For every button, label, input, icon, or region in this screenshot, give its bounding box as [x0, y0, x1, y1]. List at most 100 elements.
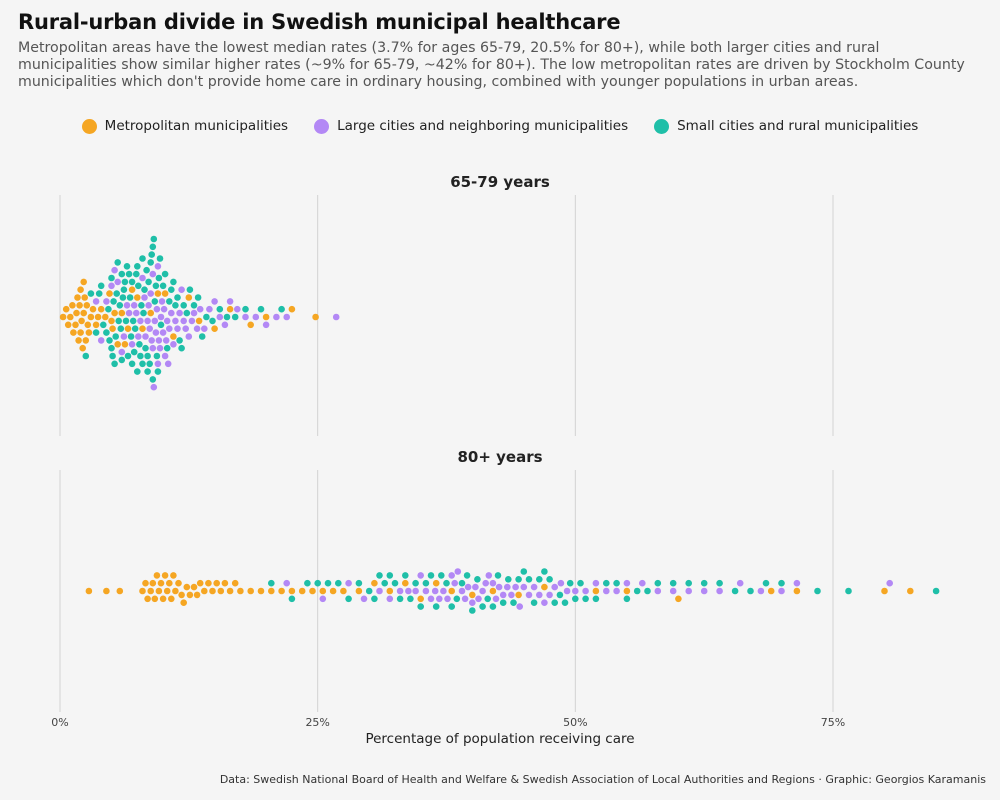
dot-large-cities: [793, 579, 801, 587]
dot-large-cities: [451, 579, 459, 587]
dot-large-cities: [142, 333, 149, 340]
dot-small-cities-rural: [510, 599, 517, 606]
dot-small-cities-rural: [121, 278, 129, 286]
dot-small-cities-rural: [463, 572, 471, 579]
dot-small-cities-rural: [530, 599, 538, 606]
dot-large-cities: [196, 305, 204, 313]
dot-large-cities: [495, 583, 503, 591]
dot-small-cities-rural: [150, 235, 158, 243]
dot-small-cities-rural: [613, 579, 620, 587]
dot-metropolitan: [76, 302, 83, 309]
dot-small-cities-rural: [582, 595, 589, 603]
dot-large-cities: [685, 587, 692, 595]
dot-small-cities-rural: [402, 572, 409, 579]
dot-metropolitan: [144, 595, 151, 603]
dot-small-cities-rural: [541, 568, 548, 575]
dot-metropolitan: [79, 344, 86, 352]
dot-small-cities-rural: [223, 313, 231, 321]
dot-small-cities-rural: [152, 282, 160, 290]
dot-small-cities-rural: [443, 579, 450, 587]
dot-metropolitan: [623, 587, 631, 595]
dot-large-cities: [479, 587, 486, 595]
dot-small-cities-rural: [118, 270, 126, 278]
legend-label-small-cities-rural: Small cities and rural municipalities: [677, 118, 919, 134]
dot-metropolitan: [73, 309, 80, 317]
dot-large-cities: [345, 579, 352, 587]
dot-metropolitan: [78, 317, 85, 325]
dot-large-cities: [114, 278, 121, 286]
dot-large-cities: [190, 309, 198, 317]
dot-small-cities-rural: [194, 294, 202, 301]
dot-small-cities-rural: [845, 587, 852, 595]
dot-metropolitan: [67, 313, 74, 321]
dot-metropolitan: [84, 321, 92, 329]
dot-large-cities: [161, 352, 169, 360]
dot-small-cities-rural: [172, 302, 179, 309]
x-tick-label: 0%: [51, 716, 68, 729]
dot-metropolitan: [193, 591, 201, 599]
dot-small-cities-rural: [365, 587, 373, 595]
dot-small-cities-rural: [654, 579, 662, 587]
x-tick-label: 50%: [563, 716, 587, 729]
dot-metropolitan: [149, 579, 157, 587]
dot-small-cities-rural: [109, 352, 116, 360]
dot-small-cities-rural: [324, 579, 332, 587]
dot-large-cities: [144, 317, 151, 325]
dot-small-cities-rural: [137, 352, 144, 360]
dot-large-cities: [180, 317, 187, 325]
dot-small-cities-rural: [520, 568, 528, 575]
dot-large-cities: [170, 341, 177, 348]
dot-small-cities-rural: [644, 587, 651, 595]
dot-metropolitan: [159, 595, 167, 603]
dot-large-cities: [226, 298, 234, 305]
dot-small-cities-rural: [138, 302, 145, 309]
dot-small-cities-rural: [494, 572, 502, 579]
dot-large-cities: [541, 599, 548, 606]
dot-metropolitan: [172, 587, 179, 595]
dot-large-cities: [551, 583, 558, 591]
dot-small-cities-rural: [145, 278, 152, 286]
dot-metropolitan: [77, 329, 84, 336]
dot-large-cities: [417, 572, 425, 579]
dot-small-cities-rural: [100, 321, 107, 329]
dot-large-cities: [178, 286, 185, 294]
dot-small-cities-rural: [170, 278, 177, 286]
dot-large-cities: [508, 591, 515, 599]
dot-large-cities: [157, 313, 165, 321]
dot-large-cities: [252, 313, 260, 321]
dot-small-cities-rural: [422, 579, 430, 587]
dot-small-cities-rural: [731, 587, 739, 595]
dot-large-cities: [436, 595, 443, 603]
dot-metropolitan: [185, 294, 193, 301]
dot-large-cities: [158, 298, 166, 305]
dot-small-cities-rural: [551, 599, 558, 606]
dot-large-cities: [448, 572, 456, 579]
dot-large-cities: [216, 313, 224, 321]
dot-small-cities-rural: [762, 579, 770, 587]
dot-small-cities-rural: [156, 255, 164, 262]
dot-small-cities-rural: [143, 266, 150, 274]
x-tick-label: 25%: [305, 716, 329, 729]
dot-metropolitan: [118, 309, 126, 317]
dot-small-cities-rural: [381, 579, 389, 587]
dot-metropolitan: [469, 591, 476, 599]
dot-small-cities-rural: [536, 576, 543, 583]
dot-metropolitan: [81, 294, 88, 301]
dot-large-cities: [386, 595, 394, 603]
dot-large-cities: [422, 587, 430, 595]
dot-small-cities-rural: [592, 595, 600, 603]
dot-small-cities-rural: [149, 376, 157, 383]
dot-small-cities-rural: [105, 305, 112, 313]
dot-small-cities-rural: [153, 352, 161, 360]
dot-small-cities-rural: [386, 572, 394, 579]
dot-large-cities: [669, 587, 677, 595]
dot-large-cities: [242, 313, 249, 321]
dot-small-cities-rural: [417, 603, 425, 610]
dot-small-cities-rural: [623, 595, 631, 603]
dot-large-cities: [376, 587, 383, 595]
dot-metropolitan: [75, 337, 82, 344]
dot-large-cities: [151, 317, 159, 325]
dot-small-cities-rural: [144, 352, 151, 360]
dot-large-cities: [155, 337, 163, 344]
